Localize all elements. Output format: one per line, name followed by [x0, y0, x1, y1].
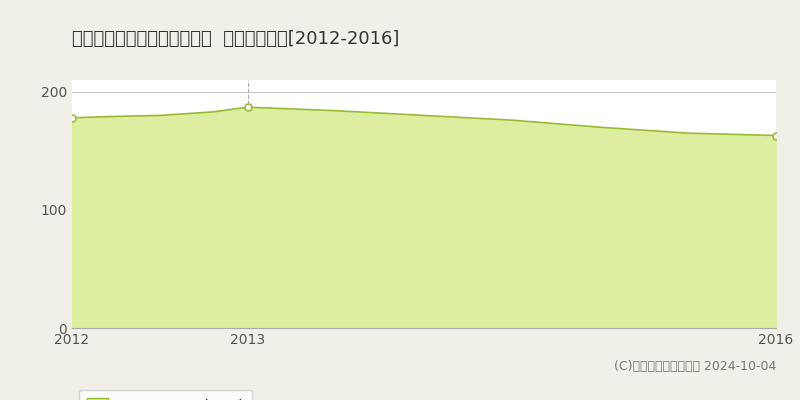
Legend: 住宅価格  平均坪単価(万円/坪): 住宅価格 平均坪単価(万円/坪) — [79, 390, 252, 400]
Text: (C)土地価格ドットコム 2024-10-04: (C)土地価格ドットコム 2024-10-04 — [614, 360, 776, 373]
Text: 京都市右京区太秦安井奥畑町  住宅価格推移[2012-2016]: 京都市右京区太秦安井奥畑町 住宅価格推移[2012-2016] — [72, 30, 399, 48]
